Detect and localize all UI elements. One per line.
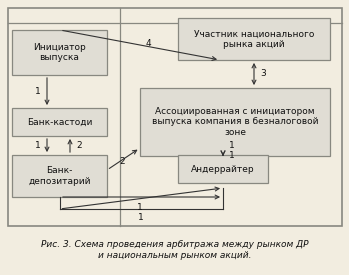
Bar — [12, 155, 107, 197]
Text: 1: 1 — [35, 87, 41, 95]
Text: 1: 1 — [35, 142, 41, 150]
Bar — [178, 155, 268, 183]
Text: Ассоциированная с инициатором
выпуска компания в безналоговой
зоне: Ассоциированная с инициатором выпуска ко… — [152, 107, 318, 137]
Text: 1: 1 — [138, 213, 144, 221]
Bar — [178, 18, 330, 60]
Text: Рис. 3. Схема проведения арбитража между рынком ДР: Рис. 3. Схема проведения арбитража между… — [41, 240, 308, 249]
Bar — [12, 30, 107, 75]
Text: 1: 1 — [229, 151, 235, 160]
Text: 2: 2 — [76, 142, 82, 150]
Text: 4: 4 — [145, 40, 151, 48]
Text: Андеррайтер: Андеррайтер — [191, 164, 255, 174]
Text: и национальным рынком акций.: и национальным рынком акций. — [98, 251, 251, 260]
Text: 1: 1 — [229, 141, 235, 150]
Bar — [12, 108, 107, 136]
Bar — [140, 88, 330, 156]
Text: 2: 2 — [119, 158, 125, 166]
Text: Банк-
депозитарий: Банк- депозитарий — [28, 166, 91, 186]
Bar — [8, 8, 342, 226]
Text: Участник национального
рынка акций: Участник национального рынка акций — [194, 29, 314, 49]
Text: Инициатор
выпуска: Инициатор выпуска — [33, 43, 86, 62]
Text: 3: 3 — [260, 70, 266, 78]
Text: Банк-кастоди: Банк-кастоди — [27, 117, 92, 126]
Text: 1: 1 — [137, 204, 143, 213]
